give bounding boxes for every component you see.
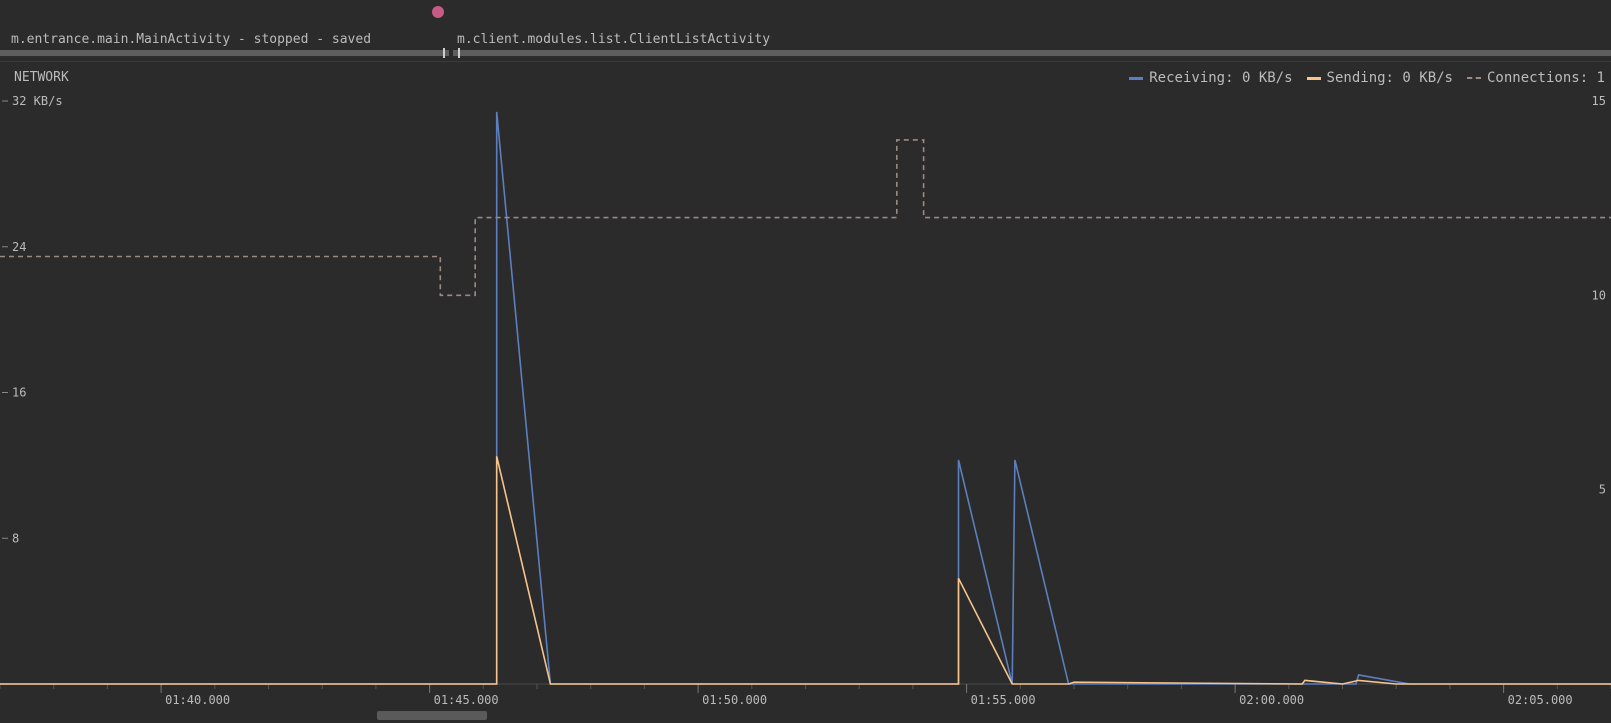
section-divider (0, 61, 1611, 62)
timeline-scrollbar[interactable] (0, 709, 1611, 723)
x-axis-tick-label: 01:50.000 (702, 693, 767, 707)
x-axis-tick-label: 01:55.000 (971, 693, 1036, 707)
timeline-scrollbar-thumb[interactable] (377, 711, 487, 720)
x-axis-tick-label: 01:40.000 (165, 693, 230, 707)
x-axis-tick-label: 01:45.000 (434, 693, 499, 707)
activity-label-client-list: m.client.modules.list.ClientListActivity (457, 32, 771, 47)
monitor-title: NETWORK (14, 70, 69, 85)
y-right-tick-label: 5 (1599, 483, 1606, 497)
y-right-tick-label: 10 (1592, 288, 1606, 302)
network-chart[interactable]: 01:40.000 01:45.000 01:50.000 01:55.000 02:0… (0, 92, 1611, 712)
sending-swatch-icon (1306, 76, 1321, 80)
legend-connections-label: Connections: 1 (1486, 70, 1605, 86)
user-event-marker[interactable] (432, 6, 444, 18)
x-axis-tick-label: 02:00.000 (1239, 693, 1304, 707)
activity-separator (449, 49, 453, 57)
y-left-tick-label: 32 KB/s (12, 94, 63, 108)
activity-label-main: m.entrance.main.MainActivity - stopped -… (11, 32, 372, 47)
legend-connections: Connections: 1 (1466, 70, 1605, 86)
activity-timeline-bar[interactable] (0, 50, 1611, 56)
legend-sending-label: Sending: 0 KB/s (1326, 70, 1453, 86)
receiving-series-line (0, 111, 1611, 685)
activity-boundary-right (458, 48, 460, 58)
legend-receiving: Receiving: 0 KB/s (1129, 70, 1293, 86)
connections-series-line (0, 139, 1611, 297)
activity-boundary-left (443, 48, 445, 58)
chart-legend: Receiving: 0 KB/s Sending: 0 KB/s Connec… (1129, 70, 1605, 86)
y-left-tick-label: 24 (12, 240, 26, 254)
y-left-tick-label: 16 (12, 386, 26, 400)
legend-sending: Sending: 0 KB/s (1306, 70, 1453, 86)
x-axis-tick-label: 02:05.000 (1508, 693, 1573, 707)
receiving-swatch-icon (1129, 76, 1144, 80)
activity-track: m.entrance.main.MainActivity - stopped -… (0, 0, 1611, 60)
sending-series-line (0, 456, 1611, 685)
legend-receiving-label: Receiving: 0 KB/s (1149, 70, 1293, 86)
connections-swatch-icon (1466, 77, 1481, 79)
y-right-tick-label: 15 (1592, 94, 1606, 108)
y-left-tick-label: 8 (12, 531, 19, 545)
